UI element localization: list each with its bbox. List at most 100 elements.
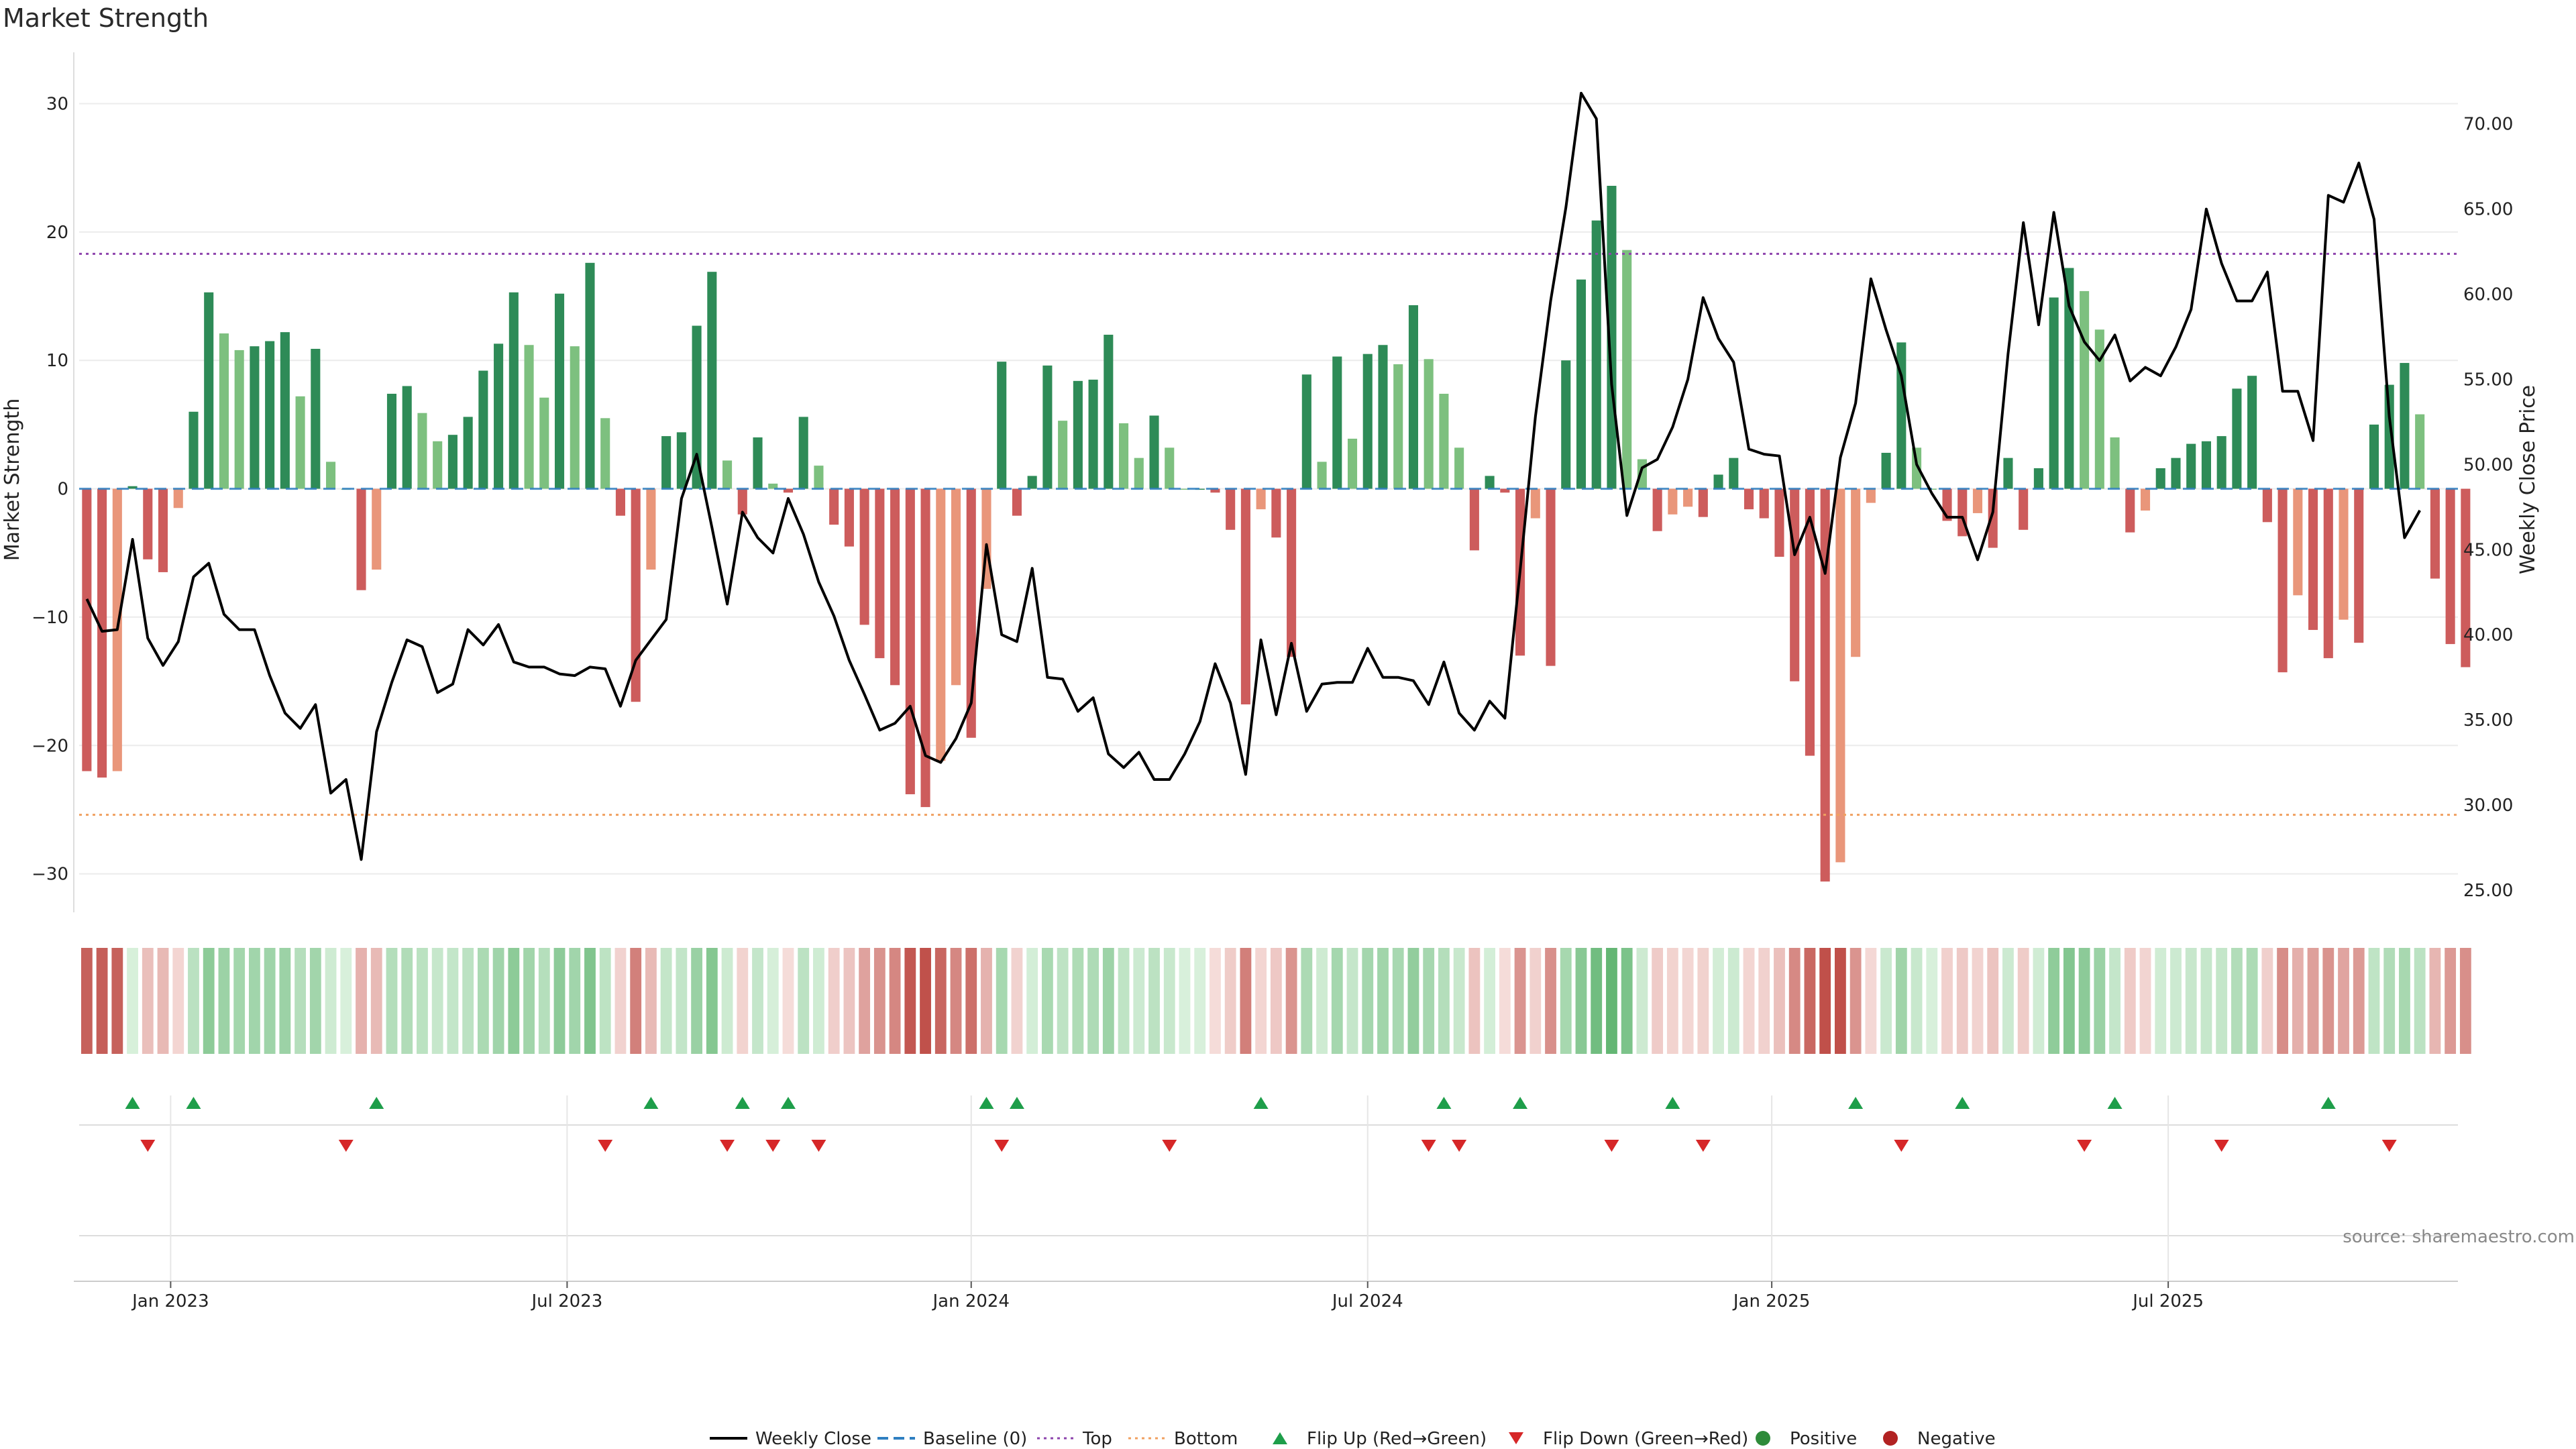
heat-cell-106 <box>1697 948 1709 1054</box>
strength-bar-24 <box>447 435 458 489</box>
heat-cell-99 <box>1591 948 1603 1054</box>
heat-cell-72 <box>1179 948 1191 1054</box>
strength-bar-40 <box>692 325 702 489</box>
left-tick-label: 0 <box>57 480 68 500</box>
heat-cell-147 <box>2322 948 2334 1054</box>
heat-cell-20 <box>386 948 398 1054</box>
heat-cell-137 <box>2170 948 2182 1054</box>
strength-bar-142 <box>2247 376 2257 489</box>
heat-cell-41 <box>706 948 718 1054</box>
legend-swatch <box>1273 1432 1287 1444</box>
strength-bar-135 <box>2140 488 2151 511</box>
heat-cell-123 <box>1956 948 1968 1054</box>
strength-bar-155 <box>2445 488 2455 645</box>
strength-bar-141 <box>2232 388 2242 489</box>
weekly-close-line <box>85 91 2421 861</box>
heat-cell-18 <box>356 948 367 1054</box>
chart-title: Market Strength <box>3 3 209 33</box>
heat-cell-62 <box>1026 948 1038 1054</box>
right-tick-label: 45.00 <box>2463 540 2513 560</box>
heat-cell-24 <box>447 948 459 1054</box>
heat-cell-58 <box>965 948 977 1054</box>
strength-bar-57 <box>951 488 961 686</box>
strength-bar-56 <box>936 488 946 761</box>
heat-cell-101 <box>1621 948 1633 1054</box>
heat-cell-56 <box>934 948 947 1054</box>
heat-cell-118 <box>1880 948 1892 1054</box>
flip-down-marker <box>598 1140 613 1152</box>
heat-cell-9 <box>218 948 230 1054</box>
strength-bar-109 <box>1743 488 1754 510</box>
heat-cell-136 <box>2155 948 2167 1054</box>
strength-bar-15 <box>311 349 321 489</box>
strength-bar-81 <box>1317 462 1327 489</box>
strength-bar-132 <box>2094 329 2104 489</box>
flip-down-marker <box>811 1140 826 1152</box>
strength-bar-131 <box>2080 290 2090 489</box>
heat-cell-43 <box>737 948 749 1054</box>
flip-down-marker <box>1452 1140 1467 1152</box>
strength-bar-136 <box>2155 468 2165 489</box>
heat-cell-115 <box>1834 948 1846 1054</box>
heat-cell-7 <box>188 948 199 1054</box>
strength-bar-91 <box>1469 488 1479 551</box>
x-tick-label: Jan 2025 <box>1732 1291 1811 1311</box>
heat-cell-4 <box>142 948 154 1054</box>
heat-cell-156 <box>2459 948 2471 1054</box>
legend-label: Flip Up (Red→Green) <box>1307 1429 1487 1449</box>
strength-bar-96 <box>1546 488 1556 666</box>
reference-lines <box>79 252 2458 816</box>
strength-bar-64 <box>1058 421 1068 489</box>
heat-cell-2 <box>111 948 123 1054</box>
strength-bar-29 <box>524 345 534 489</box>
strength-bar-126 <box>2003 458 2013 489</box>
legend-swatch <box>1883 1431 1898 1446</box>
heat-cell-40 <box>691 948 703 1054</box>
legend: Weekly Close Baseline (0) Top Bottom Flip Up… <box>710 1429 1996 1449</box>
flip-up-marker <box>1436 1097 1452 1109</box>
strength-bar-80 <box>1301 374 1311 489</box>
strength-bar-147 <box>2323 488 2333 659</box>
heat-cell-76 <box>1240 948 1252 1054</box>
heat-cell-128 <box>2033 948 2045 1054</box>
strength-bar-66 <box>1088 379 1098 489</box>
heat-cell-102 <box>1636 948 1648 1054</box>
left-axis-ticks: 30 20 10 0 −10 −20 −30 <box>32 95 68 885</box>
strength-bar-90 <box>1454 447 1464 489</box>
strength-bar-93 <box>1500 488 1510 493</box>
strength-bar-48 <box>814 466 824 489</box>
heat-cell-61 <box>1011 948 1023 1054</box>
heat-cell-141 <box>2231 948 2243 1054</box>
heat-cell-116 <box>1849 948 1862 1054</box>
heat-cell-70 <box>1148 948 1160 1054</box>
strength-bar-31 <box>554 293 565 489</box>
strength-bar-61 <box>1012 488 1022 516</box>
legend-label: Positive <box>1790 1429 1857 1449</box>
heat-cell-25 <box>462 948 474 1054</box>
legend-label: Bottom <box>1174 1429 1238 1449</box>
flip-up-marker <box>1848 1097 1864 1109</box>
strength-bar-4 <box>143 488 153 559</box>
strength-bar-85 <box>1378 345 1388 489</box>
heat-cell-151 <box>2383 948 2396 1054</box>
strength-bar-116 <box>1851 488 1861 657</box>
strength-bar-47 <box>798 417 808 489</box>
strength-bar-62 <box>1027 476 1037 489</box>
strength-bar-43 <box>737 488 747 515</box>
heat-cell-88 <box>1423 948 1435 1054</box>
flip-down-marker <box>1695 1140 1711 1152</box>
heat-cell-50 <box>843 948 855 1054</box>
heat-cell-121 <box>1926 948 1938 1054</box>
heat-cell-81 <box>1316 948 1328 1054</box>
heat-cell-109 <box>1743 948 1755 1054</box>
strength-bar-110 <box>1759 488 1769 519</box>
left-tick-label: −10 <box>32 608 68 628</box>
strength-bar-98 <box>1576 279 1587 489</box>
left-tick-label: 10 <box>46 351 68 371</box>
strength-bar-156 <box>2461 488 2471 667</box>
strength-bar-115 <box>1835 488 1845 863</box>
strength-bar-140 <box>2216 436 2226 489</box>
strength-bar-73 <box>1195 488 1205 490</box>
strength-bar-139 <box>2201 441 2211 489</box>
heat-cell-112 <box>1788 948 1801 1054</box>
